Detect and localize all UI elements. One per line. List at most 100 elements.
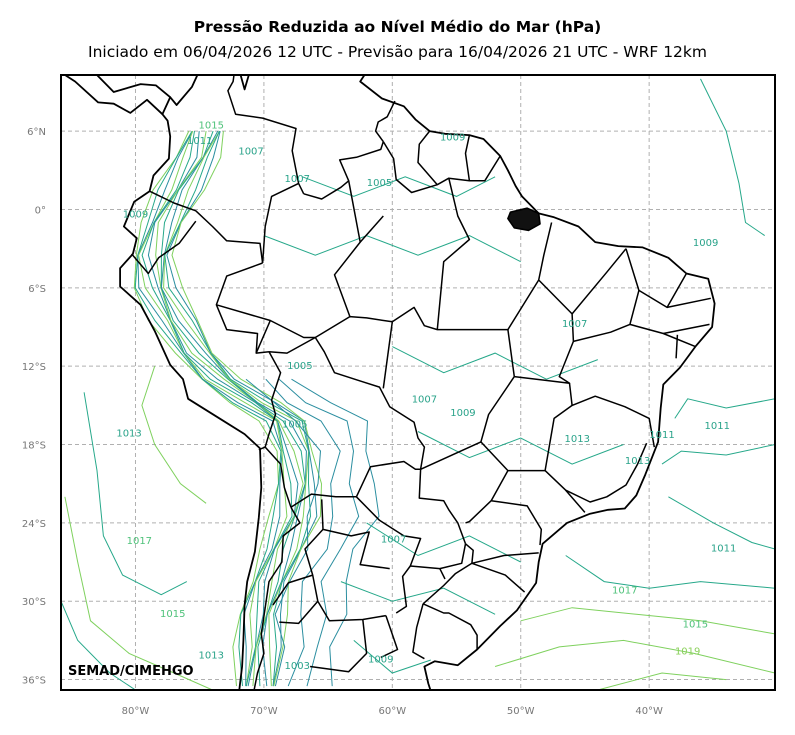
- isobar-contours: [61, 78, 775, 690]
- border-line: [255, 320, 271, 354]
- border-line: [253, 506, 301, 690]
- isobar-label: 1013: [199, 651, 224, 662]
- border-line: [418, 469, 467, 545]
- border-line: [382, 321, 394, 389]
- isobar-andes-east: [278, 378, 360, 687]
- isobar-pacific: [141, 366, 207, 504]
- isobar-andes-east: [265, 378, 341, 687]
- border-line: [465, 470, 509, 524]
- border-line: [380, 615, 399, 659]
- isobar-label: 1017: [612, 585, 637, 596]
- border-line: [417, 130, 438, 186]
- isobar-interior: [340, 581, 496, 615]
- isobar-interior: [366, 522, 521, 563]
- border-line: [359, 215, 384, 243]
- isobar-interior: [392, 346, 598, 380]
- isobar-atlantic: [661, 444, 775, 465]
- border-line: [464, 134, 471, 181]
- border-line: [309, 619, 368, 673]
- lon-tick-label: 40°W: [635, 706, 663, 717]
- isobar-label: 1009: [368, 655, 393, 666]
- isobar-label: 1005: [367, 178, 392, 189]
- lon-tick-label: 80°W: [122, 706, 150, 717]
- border-line: [355, 496, 467, 570]
- border-line: [303, 141, 385, 200]
- border-line: [131, 220, 197, 275]
- isobar-label: 1009: [693, 238, 718, 249]
- lat-tick-label: 36°S: [22, 676, 46, 687]
- isobar-atlantic: [565, 555, 775, 589]
- contour-labels: 1015 1011 1007 1009 1007 1005 1009 1009 1007 1005…: [116, 121, 736, 673]
- isobar-label: 1005: [287, 361, 312, 372]
- graticule: [61, 75, 775, 690]
- isobar-label: 1013: [116, 429, 141, 440]
- isobar-atlantic: [520, 607, 775, 635]
- isobar-label: 1007: [381, 534, 406, 545]
- border-line: [544, 404, 648, 503]
- isobar-andes: [171, 131, 323, 687]
- map-background: [61, 75, 775, 690]
- chart-title: Pressão Reduzida ao Nível Médio do Mar (…: [193, 18, 602, 36]
- isobar-andes-east: [291, 378, 380, 687]
- border-line: [422, 543, 474, 605]
- border-line: [314, 315, 393, 339]
- border-line: [420, 441, 482, 470]
- border-line: [571, 248, 627, 315]
- border-line: [565, 489, 586, 513]
- isobar-interior: [417, 431, 624, 465]
- border-line: [666, 297, 711, 309]
- isobar-andes-east: [245, 378, 322, 687]
- border-line: [264, 351, 282, 448]
- border-line: [568, 383, 656, 448]
- border-line: [215, 262, 270, 354]
- border-line: [261, 182, 299, 264]
- chart-subtitle: Iniciado em 06/04/2026 12 UTC - Previsão…: [88, 43, 707, 61]
- isobar-atlantic: [668, 496, 775, 550]
- border-line: [491, 499, 543, 546]
- isobar-label: 1009: [440, 132, 465, 143]
- border-line: [514, 279, 575, 384]
- isobar-label: 1015: [683, 619, 708, 630]
- isobar-label: 1011: [704, 421, 729, 432]
- border-line: [320, 499, 390, 570]
- isobar-andes: [133, 130, 280, 687]
- isobar-label: 1007: [285, 174, 310, 185]
- border-line: [439, 568, 446, 580]
- isobar-pacific: [83, 392, 188, 596]
- border-line: [395, 565, 411, 614]
- lat-tick-label: 12°S: [22, 362, 46, 373]
- island-marajo: [507, 207, 541, 232]
- isobar-pacific: [64, 496, 213, 690]
- border-line: [663, 323, 710, 335]
- isobar-label: 1011: [649, 430, 674, 441]
- isobar-atlantic: [597, 672, 727, 690]
- border-line: [290, 493, 357, 508]
- coastline-central-america: [95, 75, 171, 98]
- border-line: [216, 304, 316, 339]
- lat-tick-label: 6°N: [27, 127, 46, 138]
- coastline-panama: [63, 75, 164, 115]
- isobar-label: 1015: [160, 609, 185, 620]
- border-line: [258, 446, 266, 451]
- isobar-label: 1015: [199, 121, 224, 132]
- lat-tick-label: 18°S: [22, 441, 46, 452]
- axis-ticks: 6°N 0° 6°S 12°S 18°S 24°S 30°S 36°S 80°W 70°W 60°W…: [22, 127, 663, 717]
- isobar-label: 1013: [625, 456, 650, 467]
- isobar-andes: [141, 131, 293, 687]
- lat-tick-label: 6°S: [28, 284, 46, 295]
- isobar-label: 1013: [565, 434, 590, 445]
- isobar-atlantic: [700, 78, 765, 237]
- isobar-label: 1009: [450, 408, 475, 419]
- isobar-pacific: [61, 601, 136, 690]
- lon-tick-label: 60°W: [379, 706, 407, 717]
- isobar-label: 1003: [285, 661, 310, 672]
- isobar-atlantic: [674, 398, 775, 419]
- isobar-atlantic: [494, 639, 775, 674]
- isobar-label: 1017: [127, 536, 152, 547]
- lon-tick-label: 70°W: [250, 706, 278, 717]
- country-borders: [63, 75, 716, 690]
- border-line: [675, 334, 679, 359]
- isobar-label: 1007: [562, 319, 587, 330]
- border-line: [268, 336, 426, 470]
- border-line: [471, 562, 526, 593]
